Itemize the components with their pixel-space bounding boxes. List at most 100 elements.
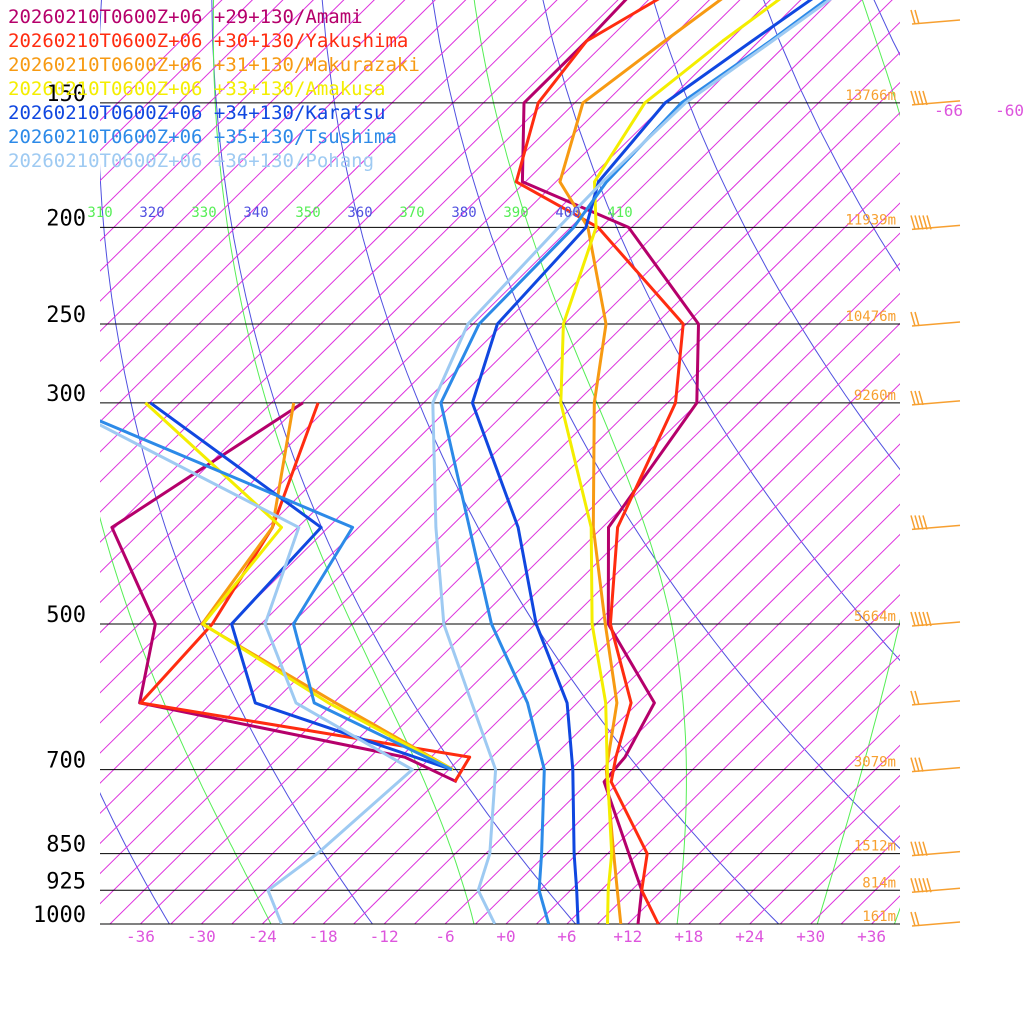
dry-adiabats (100, 0, 1024, 924)
temperature-tick-label: -36 (126, 927, 155, 946)
height-label: 814m (862, 875, 896, 891)
temperature-tick-label: +36 (857, 927, 886, 946)
pressure-tick-label: 925 (46, 869, 86, 894)
legend-entry: 20260210T0600Z+06 +35+130/Tsushima (8, 126, 397, 148)
theta-label: 360 (347, 205, 372, 221)
isotherm-line (688, 714, 900, 924)
temperature-tick-label: +0 (496, 927, 515, 946)
isotherm-line (505, 533, 900, 924)
legend: 20260210T0600Z+06 +29+130/Amami 20260210T… (8, 5, 420, 173)
isotherm-line (100, 81, 900, 875)
dewpoint-line (144, 401, 454, 771)
wind-barb (910, 515, 961, 531)
dry-adiabat-line (211, 0, 576, 924)
temperature-line (470, 0, 814, 924)
wind-barb (910, 757, 961, 773)
wind-barb (910, 690, 961, 706)
pressure-tick-label: 150 (46, 82, 86, 107)
temperature-tick-label: -24 (248, 927, 277, 946)
isotherm-line (779, 804, 900, 924)
temperature-line (439, 0, 829, 924)
wind-barb (910, 878, 961, 894)
isotherm-line (536, 563, 900, 924)
theta-label: 320 (139, 205, 164, 221)
isotherm-line (100, 0, 832, 724)
wind-barb (910, 841, 961, 857)
isotherm-line (902, 0, 1024, 924)
isotherm-line (100, 0, 710, 604)
temperature-profiles (100, 0, 832, 924)
isotherm-line (100, 0, 467, 363)
isotherm-line (100, 0, 771, 664)
wind-barb (910, 215, 961, 231)
temperature-tick-label: -18 (309, 927, 338, 946)
theta-label: 330 (191, 205, 216, 221)
isotherm-line (353, 383, 900, 924)
temperature-tick-label: -12 (370, 927, 399, 946)
temperature-tick-label: +12 (613, 927, 642, 946)
isotherm-line (100, 0, 589, 483)
dry-adiabat-line (763, 0, 900, 272)
isotherm-line (100, 51, 900, 845)
dry-adiabat-line (953, 0, 1024, 924)
isotherm-line (718, 744, 900, 924)
height-label: 10476m (845, 309, 896, 325)
temperature-line (431, 0, 832, 924)
isotherm-line (840, 865, 900, 924)
theta-label: 410 (607, 205, 632, 221)
dry-adiabat-line (652, 0, 900, 471)
theta-label: 390 (503, 205, 528, 221)
legend-entry: 20260210T0600Z+06 +33+130/Amakusa (8, 78, 386, 100)
dewpoint-line (110, 401, 458, 784)
moist-adiabat-line (100, 516, 272, 924)
pressure-tick-label: 250 (46, 303, 86, 328)
height-label: 9260m (854, 388, 896, 404)
isotherm-line (170, 202, 900, 924)
dry-adiabat-line (100, 791, 170, 924)
pressure-tick-label: 850 (46, 833, 86, 858)
pressure-tick-label: 1000 (33, 903, 86, 928)
temperature-tick-label: +24 (735, 927, 764, 946)
dry-adiabat-line (864, 0, 1024, 924)
pressure-tick-label: 300 (46, 382, 86, 407)
axis-labels: 100150200250300500700850925100016234m137… (33, 82, 1024, 946)
dry-adiabat-line (321, 0, 780, 924)
isotherm-line (100, 0, 619, 513)
height-label: 11939m (845, 212, 896, 228)
legend-entry: 20260210T0600Z+06 +31+130/Makurazaki (8, 54, 420, 76)
isotherm-line (100, 0, 680, 574)
theta-label: 340 (243, 205, 268, 221)
temperature-tick-label: +6 (557, 927, 576, 946)
theta-label: 370 (399, 205, 424, 221)
isotherm-label: -60 (995, 101, 1024, 120)
wind-barb (910, 390, 961, 406)
isotherm-line (261, 292, 900, 924)
dry-adiabat-line (432, 0, 900, 850)
isotherm-line (383, 413, 900, 924)
dry-adiabat-line (542, 0, 900, 662)
isotherm-line (627, 654, 900, 924)
isotherm-line (322, 352, 900, 924)
height-label: 3079m (854, 755, 896, 771)
dewpoint-line (100, 419, 453, 771)
dewpoint-line (200, 402, 454, 771)
moist-adiabat-line (893, 907, 900, 924)
temperature-tick-label: -30 (187, 927, 216, 946)
theta-label: 350 (295, 205, 320, 221)
moist-adiabat-line (816, 0, 900, 924)
legend-entry: 20260210T0600Z+06 +29+130/Amami (8, 6, 363, 28)
height-label: 1512m (854, 839, 896, 855)
wind-barb (910, 90, 961, 106)
dewpoint-line (100, 423, 414, 924)
temperature-line (559, 0, 781, 924)
moist-adiabat-line (972, 0, 1024, 924)
isotherm-line (100, 0, 802, 694)
height-label: 5664m (854, 609, 896, 625)
isotherm-line (475, 503, 900, 924)
isotherm-line (200, 232, 900, 924)
legend-entry: 20260210T0600Z+06 +30+130/Yakushima (8, 30, 409, 52)
height-label: 161m (862, 909, 896, 925)
isotherm-line (100, 0, 893, 784)
isotherm-label: -66 (934, 101, 963, 120)
